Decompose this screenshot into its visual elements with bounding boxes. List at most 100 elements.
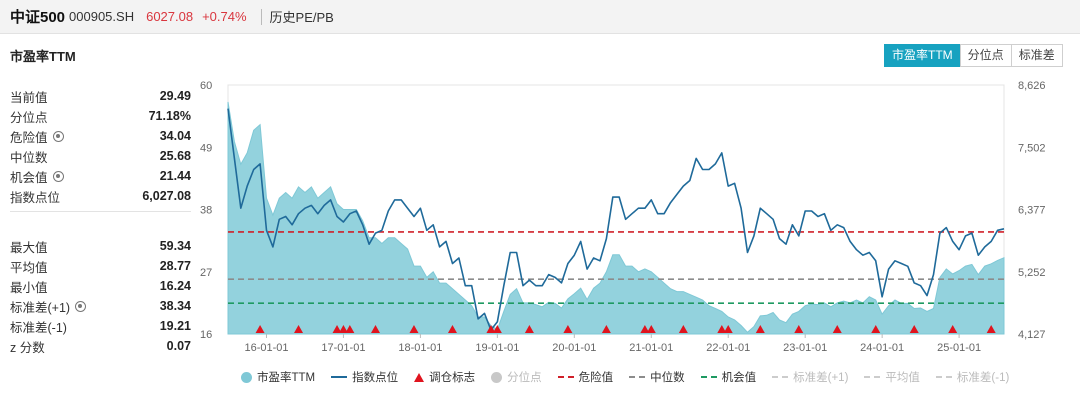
- legend-dash-icon: [557, 376, 574, 378]
- stat-label-text: 平均值: [10, 260, 48, 275]
- history-pe-pb-link[interactable]: 历史PE/PB: [269, 10, 334, 25]
- legend-dot-icon: [491, 371, 503, 383]
- rebalance-marker: [646, 325, 656, 333]
- stat-value: 6,027.08: [142, 189, 191, 203]
- stat-row: 最小值 16.24: [10, 276, 191, 296]
- stat-value: 34.04: [159, 129, 191, 143]
- legend-label: 中位数: [650, 372, 685, 384]
- legend-item[interactable]: 调仓标志: [414, 369, 475, 385]
- rebalance-marker: [332, 325, 342, 333]
- settings-gear-icon[interactable]: [52, 130, 64, 142]
- stat-label-text: 最大值: [10, 240, 48, 255]
- stat-label: 平均值: [10, 257, 48, 276]
- stats-primary: 当前值 29.49 分位点 71.18% 危险值 34.04 中位数 25.68 机会值 21.4…: [10, 86, 191, 206]
- stat-value: 38.34: [159, 299, 191, 313]
- stat-label: 当前值: [10, 87, 48, 106]
- y-right-tick: 4,127: [1018, 329, 1046, 341]
- index-code: 000905.SH: [69, 9, 135, 24]
- rebalance-marker: [371, 325, 381, 333]
- legend-item[interactable]: 机会值: [700, 369, 756, 385]
- rebalance-marker: [723, 325, 733, 333]
- y-left-tick: 49: [200, 142, 212, 154]
- rebalance-marker: [678, 325, 688, 333]
- stat-label-text: 当前值: [10, 90, 48, 105]
- stat-row: 机会值 21.44: [10, 166, 191, 186]
- y-left-tick: 38: [200, 205, 212, 217]
- stat-row: 标准差(-1) 19.21: [10, 316, 191, 336]
- stat-label: 标准差(+1): [10, 297, 87, 316]
- rebalance-marker: [755, 325, 765, 333]
- legend-item[interactable]: 分位点: [491, 369, 542, 385]
- y-right-tick: 6,377: [1018, 205, 1046, 217]
- stat-row: 平均值 28.77: [10, 256, 191, 276]
- stat-value: 71.18%: [148, 109, 191, 123]
- stat-label: 机会值: [10, 167, 64, 186]
- index-level-line: [227, 108, 1005, 331]
- rebalance-marker: [255, 325, 265, 333]
- stat-value: 21.44: [159, 169, 191, 183]
- chart-legend: 市盈率TTM 指数点位 调仓标志 分位点 危险值 中位数 机会值 标准差(+1) 平均值 标准差(…: [241, 369, 1025, 385]
- legend-item[interactable]: 危险值: [557, 369, 613, 385]
- stat-label-text: 分位点: [10, 110, 48, 125]
- stat-row: 最大值 59.34: [10, 236, 191, 256]
- x-tick-label: 21-01-01: [629, 342, 673, 354]
- rebalance-marker: [294, 325, 304, 333]
- y-left-tick: 60: [200, 80, 212, 92]
- settings-gear-icon[interactable]: [75, 300, 87, 312]
- top-bar: 中证500 000905.SH 6027.08 +0.74% 历史PE/PB: [0, 0, 1080, 34]
- stat-label: 指数点位: [10, 187, 60, 206]
- stat-label-text: 中位数: [10, 150, 48, 165]
- legend-item[interactable]: 市盈率TTM: [241, 369, 315, 385]
- legend-item[interactable]: 平均值: [864, 369, 920, 385]
- stat-label-text: 标准差(+1): [10, 300, 71, 315]
- legend-item[interactable]: 标准差(+1): [772, 369, 848, 385]
- stat-value: 16.24: [159, 279, 191, 293]
- stat-row: 当前值 29.49: [10, 86, 191, 106]
- legend-dash-icon: [629, 376, 646, 378]
- x-tick-label: 24-01-01: [860, 342, 904, 354]
- x-tick-label: 23-01-01: [783, 342, 827, 354]
- stat-label: 最大值: [10, 237, 48, 256]
- stat-row: z 分数 0.07: [10, 336, 191, 356]
- legend-label: 市盈率TTM: [257, 372, 316, 384]
- index-name: 中证500: [10, 9, 66, 26]
- y-right-tick: 8,626: [1018, 80, 1046, 92]
- settings-gear-icon[interactable]: [52, 170, 64, 182]
- rebalance-marker: [338, 325, 348, 333]
- x-tick-label: 18-01-01: [398, 342, 442, 354]
- y-left-tick: 27: [200, 267, 212, 279]
- stat-row: 指数点位 6,027.08: [10, 186, 191, 206]
- legend-item[interactable]: 中位数: [629, 369, 685, 385]
- y-right-tick: 7,502: [1018, 142, 1046, 154]
- rebalance-marker: [563, 325, 573, 333]
- index-price: 6027.08: [146, 9, 194, 24]
- stat-value: 19.21: [159, 319, 191, 333]
- legend-dash-icon: [864, 376, 881, 378]
- x-tick-label: 25-01-01: [937, 342, 981, 354]
- stat-label-text: 标准差(-1): [10, 320, 67, 335]
- rebalance-marker: [492, 325, 502, 333]
- view-tabs: 市盈率TTM 分位点 标准差: [884, 44, 1063, 67]
- stat-row: 中位数 25.68: [10, 146, 191, 166]
- legend-item[interactable]: 标准差(-1): [935, 369, 1009, 385]
- tab-percentile[interactable]: 分位点: [959, 44, 1012, 67]
- x-tick-label: 17-01-01: [321, 342, 365, 354]
- stat-value: 0.07: [166, 339, 191, 353]
- legend-label: 分位点: [507, 372, 542, 384]
- tab-pe-ttm[interactable]: 市盈率TTM: [884, 44, 961, 67]
- stat-value: 29.49: [159, 89, 191, 103]
- stats-secondary: 最大值 59.34 平均值 28.77 最小值 16.24 标准差(+1) 38.34 标准差(…: [10, 236, 191, 356]
- stat-label: z 分数: [10, 337, 45, 356]
- rebalance-marker: [640, 325, 650, 333]
- tab-std-dev[interactable]: 标准差: [1010, 44, 1063, 67]
- rebalance-marker: [909, 325, 919, 333]
- rebalance-marker: [794, 325, 804, 333]
- legend-dot-icon: [241, 371, 252, 383]
- stat-row: 危险值 34.04: [10, 126, 191, 146]
- stat-label-text: 最小值: [10, 280, 48, 295]
- rebalance-marker: [345, 325, 355, 333]
- legend-item[interactable]: 指数点位: [331, 369, 398, 385]
- rebalance-marker: [871, 325, 881, 333]
- stat-label: 最小值: [10, 277, 48, 296]
- rebalance-marker: [832, 325, 842, 333]
